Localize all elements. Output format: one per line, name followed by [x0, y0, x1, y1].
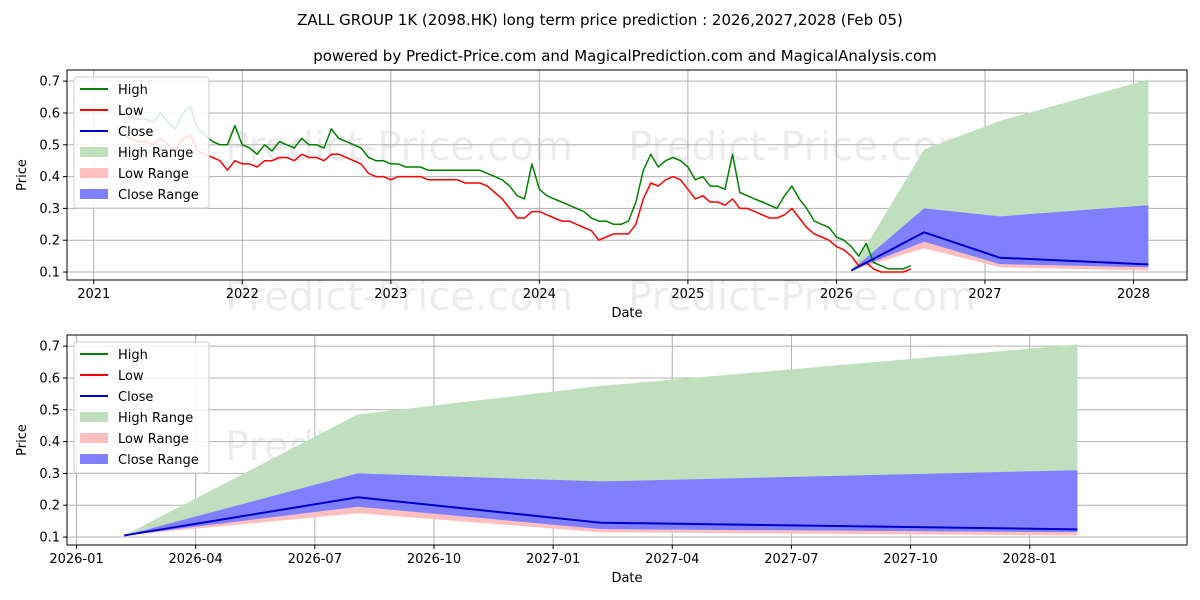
high-series-line	[123, 105, 911, 270]
y-tick-label: 0.3	[39, 202, 60, 217]
legend: High Low Close High Range Low Range Close Ran…	[73, 76, 210, 209]
watermark-text: Predict-Price.com	[225, 274, 573, 320]
legend-label-low-range: Low Range	[118, 167, 189, 182]
legend-label-low: Low	[118, 104, 144, 119]
legend-label-close-range: Close Range	[118, 188, 199, 203]
legend-label-high-range: High Range	[118, 411, 193, 426]
y-tick-label: 0.1	[39, 266, 60, 281]
y-tick-label: 0.4	[39, 435, 60, 450]
x-tick-label: 2026-04	[169, 552, 223, 567]
x-tick-label: 2025	[671, 287, 704, 302]
x-tick-label: 2026-10	[407, 552, 461, 567]
legend-swatch-close-range	[80, 454, 108, 464]
chart-title: ZALL GROUP 1K (2098.HK) long term price …	[297, 11, 903, 29]
chart-subtitle: powered by Predict-Price.com and Magical…	[313, 47, 937, 65]
legend-label-low-range: Low Range	[118, 432, 189, 447]
axes-frame	[66, 69, 1188, 281]
y-tick-label: 0.3	[39, 467, 60, 482]
legend-label-low: Low	[118, 369, 144, 384]
legend-label-close-range: Close Range	[118, 453, 199, 468]
x-tick-label: 2026-07	[288, 552, 342, 567]
axes-frame	[66, 334, 1188, 546]
legend-label-high: High	[118, 348, 148, 363]
plot-area	[124, 344, 1078, 537]
x-tick-label: 2026	[820, 287, 853, 302]
legend-swatch-close-range	[80, 189, 108, 199]
low-range-band	[124, 506, 1078, 536]
y-tick-label: 0.1	[39, 531, 60, 546]
y-tick-label: 0.6	[39, 371, 60, 386]
y-tick-label: 0.2	[39, 234, 60, 249]
x-tick-label: 2027-10	[883, 552, 937, 567]
legend-swatch-high-range	[80, 147, 108, 157]
low-series-line	[123, 134, 911, 273]
y-tick-label: 0.2	[39, 499, 60, 514]
legend-label-high-range: High Range	[118, 146, 193, 161]
x-tick-label: 2023	[374, 287, 407, 302]
x-tick-label: 2021	[77, 287, 110, 302]
y-tick-label: 0.6	[39, 106, 60, 121]
x-tick-label: 2027	[968, 287, 1001, 302]
x-tick-label: 2024	[523, 287, 556, 302]
x-tick-label: 2028-01	[1003, 552, 1057, 567]
legend-label-close: Close	[118, 125, 153, 140]
y-axis-label: Price	[15, 424, 30, 456]
x-axis-label: Date	[611, 306, 642, 321]
y-tick-label: 0.5	[39, 403, 60, 418]
watermark-text: Predict-Price.com	[628, 274, 976, 320]
legend-swatch-low-range	[80, 168, 108, 178]
x-tick-label: 2027-04	[645, 552, 699, 567]
legend-swatch-low-range	[80, 433, 108, 443]
y-tick-label: 0.7	[39, 340, 60, 355]
x-axis-label: Date	[611, 571, 642, 586]
close-forecast-line	[850, 231, 1149, 272]
y-tick-label: 0.7	[39, 75, 60, 90]
close-range-band	[124, 470, 1078, 536]
x-tick-label: 2028	[1117, 287, 1150, 302]
y-tick-label: 0.5	[39, 138, 60, 153]
legend-swatch-high-range	[80, 412, 108, 422]
watermark-text: Predict-Price.com	[225, 124, 573, 170]
legend-label-close: Close	[118, 390, 153, 405]
close-forecast-line	[124, 496, 1078, 537]
y-axis-label: Price	[15, 159, 30, 191]
close-range-band	[851, 205, 1149, 271]
y-tick-label: 0.4	[39, 170, 60, 185]
x-tick-label: 2027-07	[764, 552, 818, 567]
legend-label-high: High	[118, 83, 148, 98]
top-panel-history-and-forecast: Predict-Price.com Predict-Price.com Predic…	[15, 69, 1188, 321]
bottom-panel-forecast-zoom: Predict-Price.comPredict-Price.com2026-0…	[15, 334, 1188, 586]
legend: High Low Close High Range Low Range Close Ran…	[73, 341, 210, 474]
x-tick-label: 2027-01	[526, 552, 580, 567]
x-tick-label: 2022	[226, 287, 259, 302]
low-range-band	[851, 241, 1149, 271]
x-tick-label: 2026-01	[49, 552, 103, 567]
plot-area	[123, 79, 1149, 273]
